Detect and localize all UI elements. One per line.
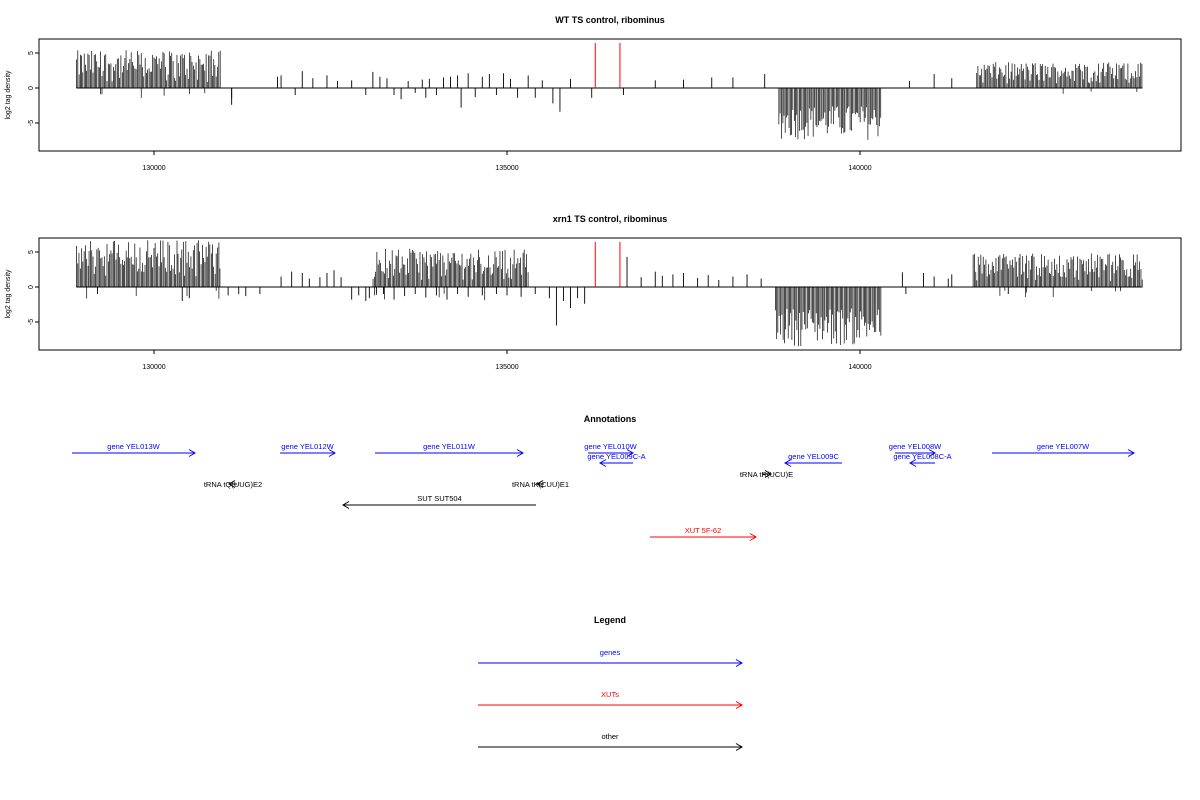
legend-label: other bbox=[601, 732, 619, 741]
panel-title: xrn1 TS control, ribominus bbox=[553, 214, 668, 224]
annotation-label: tRNA tR(UCU)E bbox=[740, 470, 793, 479]
plot-frame bbox=[38, 38, 1182, 152]
annotation-label: gene YEL011W bbox=[423, 442, 476, 451]
y-tick-label: 0 bbox=[28, 86, 35, 90]
legend-item-gene: genes bbox=[478, 648, 743, 667]
x-tick-label: 140000 bbox=[848, 364, 871, 371]
bar-series bbox=[76, 240, 1143, 347]
annotation-gene: gene YEL010W bbox=[584, 442, 638, 457]
annotation-other: tRNA tK(CUU)E1 bbox=[512, 480, 569, 489]
y-tick-label: -5 bbox=[28, 319, 35, 325]
legend-label: XUTs bbox=[601, 690, 619, 699]
annotations-title: Annotations bbox=[584, 414, 637, 424]
axes: 130000 135000 140000 5 0 -5 bbox=[28, 250, 872, 371]
annotation-gene: gene YEL007W bbox=[992, 442, 1135, 457]
annotation-label: gene YEL008C-A bbox=[893, 452, 951, 461]
panel-wt: WT TS control, ribominus log2 tag densit… bbox=[5, 15, 1182, 172]
legend: Legend genes XUTs other bbox=[478, 615, 743, 751]
annotation-other: tRNA tQ(UUG)E2 bbox=[204, 480, 262, 489]
annotation-label: gene YEL012W bbox=[281, 442, 334, 451]
annotation-gene: gene YEL011W bbox=[375, 442, 524, 457]
plot-frame bbox=[38, 237, 1182, 351]
legend-items: genes XUTs other bbox=[478, 648, 743, 751]
annotation-gene: gene YEL009C-A bbox=[587, 452, 646, 467]
legend-item-other: other bbox=[478, 732, 743, 751]
annotation-items: gene YEL013W gene YEL012W gene YEL011W gene… bbox=[72, 442, 1135, 541]
y-tick-label: 0 bbox=[28, 285, 35, 289]
x-tick-label: 130000 bbox=[142, 165, 165, 172]
annotation-label: gene YEL010W bbox=[584, 442, 637, 451]
bar-series bbox=[76, 43, 1143, 140]
annotation-label: gene YEL009C-A bbox=[587, 452, 645, 461]
annotation-label: gene YEL007W bbox=[1037, 442, 1090, 451]
annotation-gene: gene YEL008C-A bbox=[893, 452, 952, 467]
annotation-other: tRNA tR(UCU)E bbox=[740, 470, 793, 479]
panel-title: WT TS control, ribominus bbox=[555, 15, 665, 25]
x-tick-label: 135000 bbox=[495, 364, 518, 371]
annotation-gene: gene YEL008W bbox=[889, 442, 942, 457]
legend-title: Legend bbox=[594, 615, 626, 625]
annotations-track: Annotations gene YEL013W gene YEL012W gene… bbox=[72, 414, 1135, 541]
annotation-label: SUT SUT504 bbox=[417, 494, 461, 503]
y-tick-label: 5 bbox=[28, 51, 35, 55]
annotation-label: gene YEL008W bbox=[889, 442, 942, 451]
y-tick-label: 5 bbox=[28, 250, 35, 254]
axes: 130000 135000 140000 5 0 -5 bbox=[28, 51, 872, 172]
y-tick-label: -5 bbox=[28, 120, 35, 126]
y-axis-label: log2 tag density bbox=[5, 70, 12, 120]
annotation-gene: gene YEL012W bbox=[280, 442, 336, 457]
annotation-gene: gene YEL013W bbox=[72, 442, 196, 457]
annotation-other: SUT SUT504 bbox=[342, 494, 536, 509]
annotation-label: tRNA tK(CUU)E1 bbox=[512, 480, 569, 489]
annotation-label: tRNA tQ(UUG)E2 bbox=[204, 480, 262, 489]
x-tick-label: 130000 bbox=[142, 364, 165, 371]
annotation-gene: gene YEL009C bbox=[784, 452, 842, 467]
panel-xrn1: xrn1 TS control, ribominus log2 tag dens… bbox=[5, 214, 1182, 371]
annotation-xut: XUT 5F-62 bbox=[650, 526, 757, 541]
x-tick-label: 140000 bbox=[848, 165, 871, 172]
annotation-label: gene YEL009C bbox=[788, 452, 839, 461]
legend-item-xut: XUTs bbox=[478, 690, 743, 709]
annotation-label: gene YEL013W bbox=[107, 442, 160, 451]
x-tick-label: 135000 bbox=[495, 165, 518, 172]
legend-label: genes bbox=[600, 648, 621, 657]
y-axis-label: log2 tag density bbox=[5, 269, 12, 319]
annotation-label: XUT 5F-62 bbox=[685, 526, 722, 535]
